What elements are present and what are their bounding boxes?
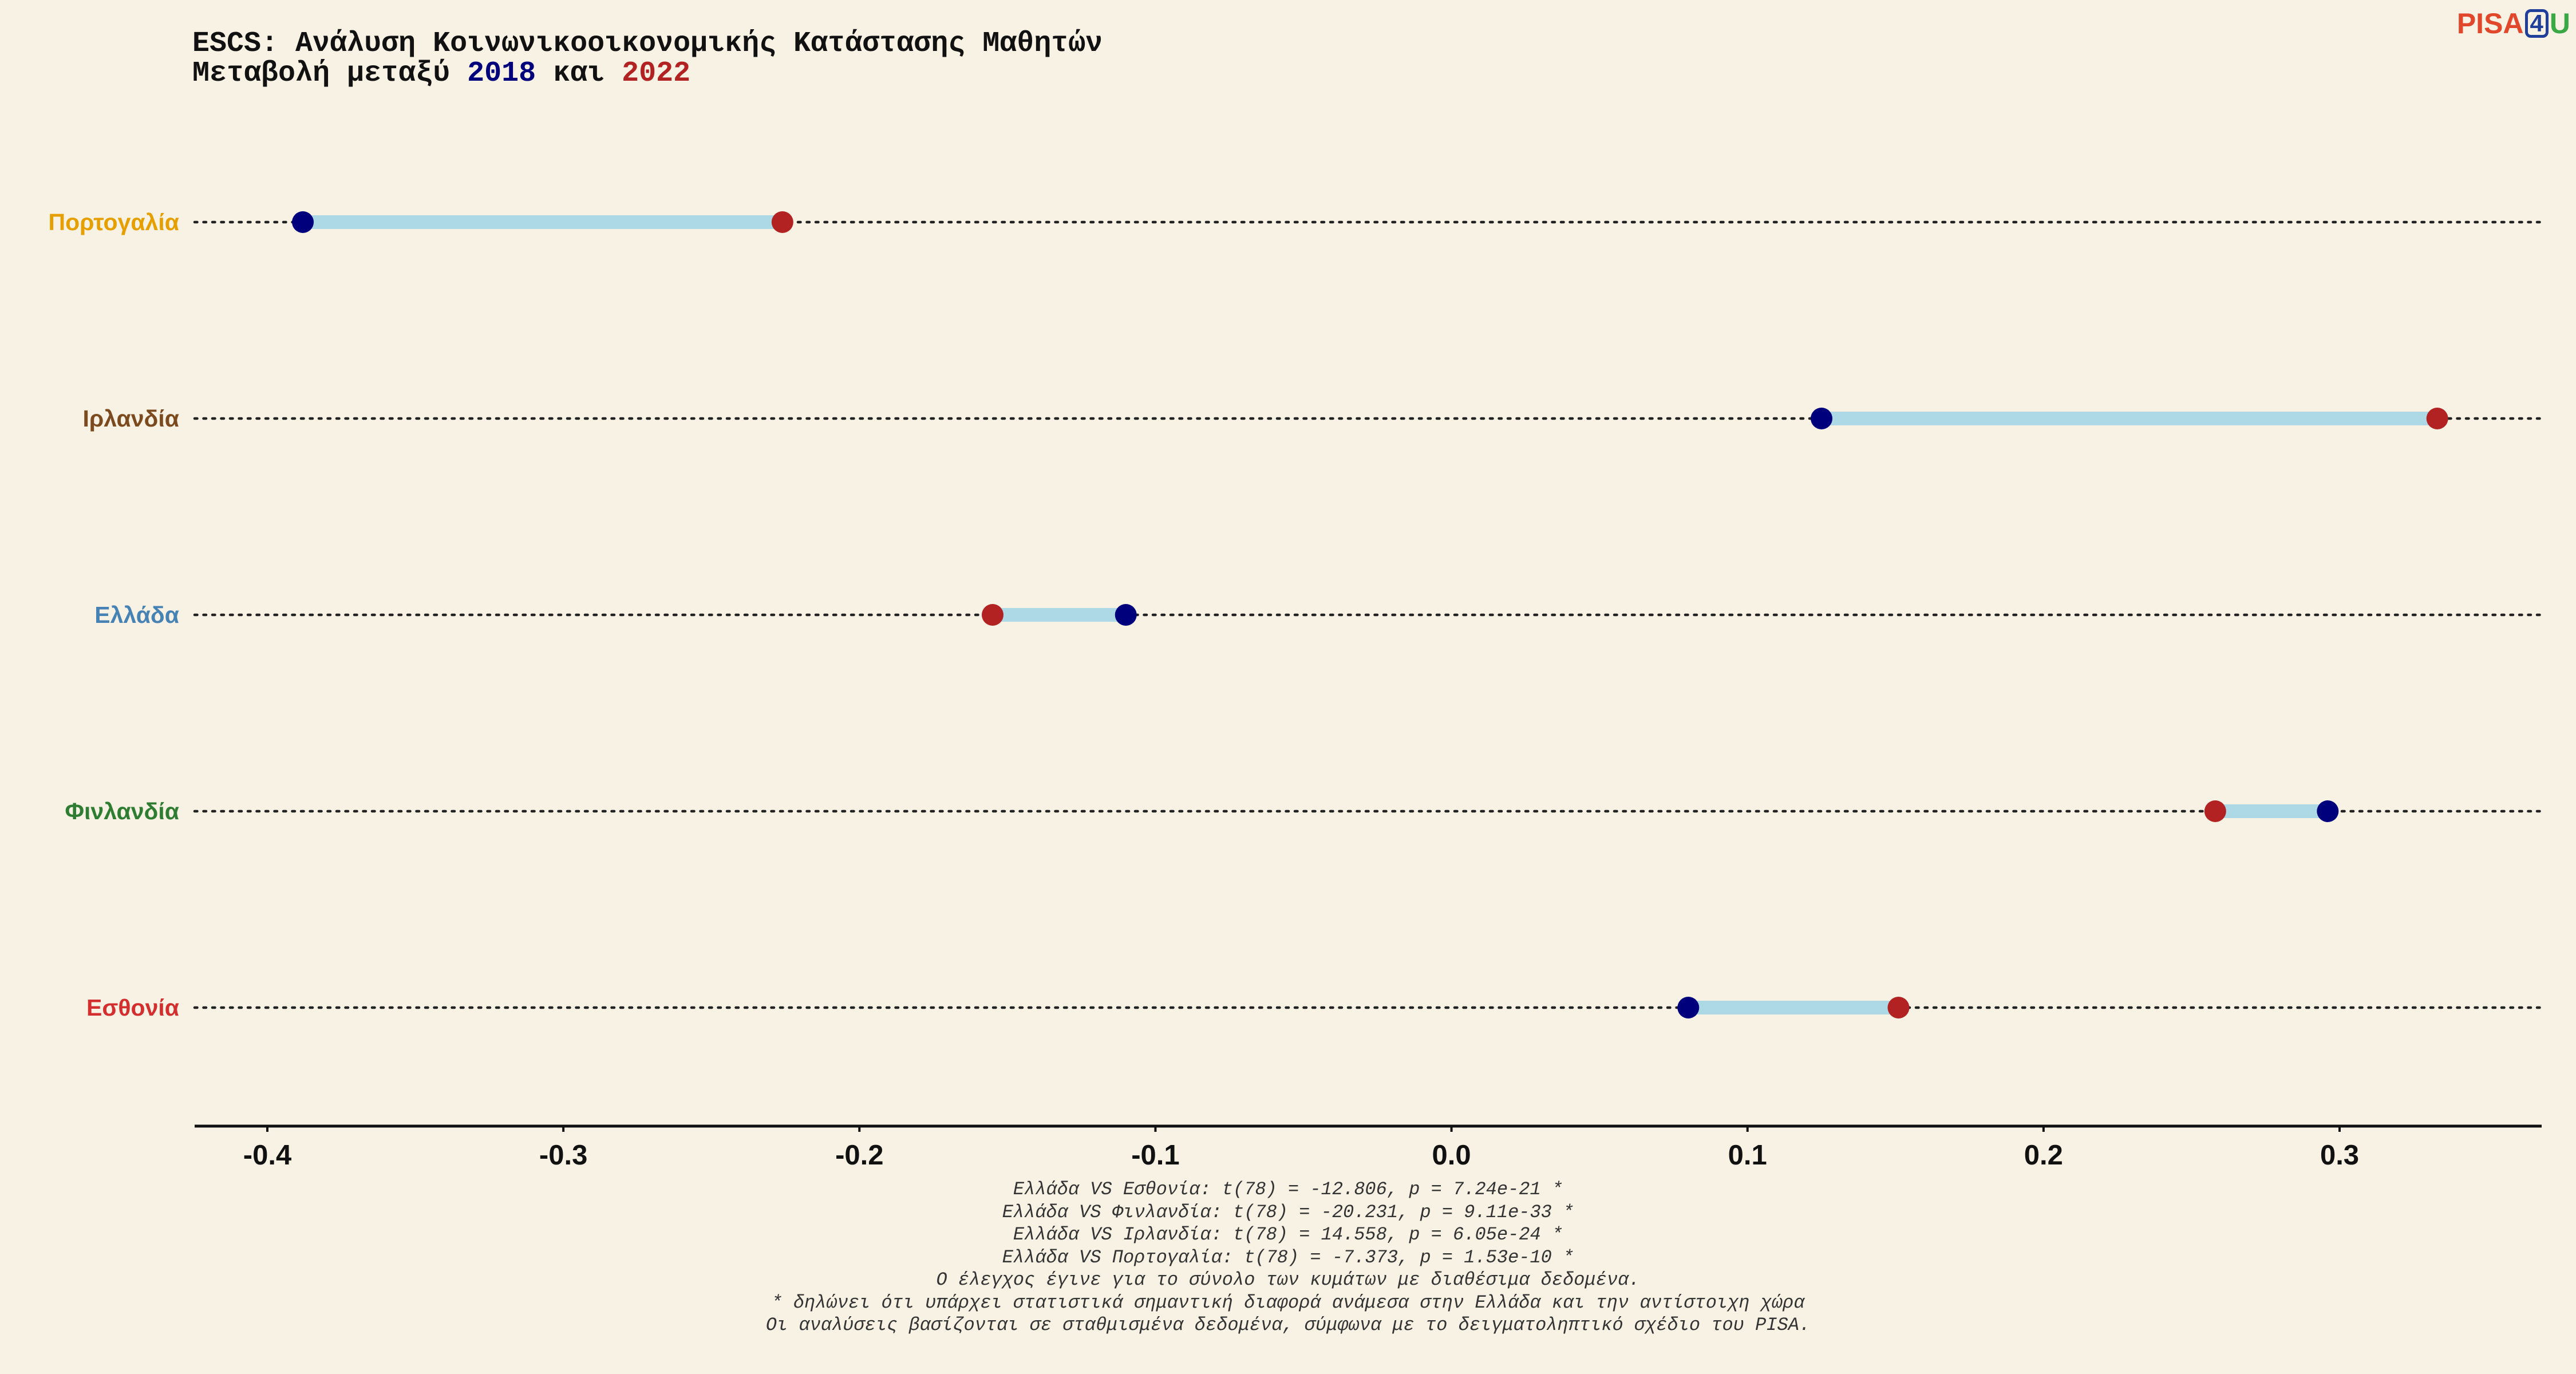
country-labels: Πορτογαλία Ιρλανδία Ελλάδα Φινλανδία Εσθονία [49, 209, 179, 1021]
point-2018 [1115, 604, 1137, 626]
x-tick-label: -0.3 [539, 1140, 587, 1171]
footnote-line: Οι αναλύσεις βασίζονται σε σταθμισμένα δ… [765, 1314, 1811, 1336]
x-tick-label: -0.2 [835, 1140, 883, 1171]
x-tick-label: 0.1 [1728, 1140, 1767, 1171]
subtitle-year-2022: 2022 [622, 57, 691, 90]
logo-text-4: 4 [2524, 9, 2549, 38]
subtitle-middle: και [536, 57, 622, 90]
footnote-line: Ελλάδα VS Φινλανδία: t(78) = -20.231, p … [1002, 1201, 1574, 1223]
country-label: Εσθονία [86, 994, 179, 1021]
data-points [292, 211, 2448, 1018]
point-2022 [1887, 997, 1910, 1018]
footnote-line: Ελλάδα VS Ιρλανδία: t(78) = 14.558, p = … [1013, 1224, 1563, 1245]
x-tick-label: -0.4 [243, 1140, 291, 1171]
point-2022 [982, 604, 1003, 626]
chart-title: ESCS: Ανάλυση Κοινωνικοοικονομικής Κατάσ… [192, 27, 1103, 60]
footnote-line: * δηλώνει ότι υπάρχει στατιστικά σημαντι… [771, 1292, 1805, 1313]
x-tick-label: 0.0 [1432, 1140, 1471, 1171]
x-axis: -0.4 -0.3 -0.2 -0.1 0.0 0.1 0.2 0.3 [195, 1124, 2542, 1171]
x-tick-label: 0.3 [2320, 1140, 2359, 1171]
point-2018 [1811, 408, 1832, 429]
point-2018 [292, 211, 314, 233]
country-label: Ελλάδα [94, 602, 179, 628]
point-2018 [2317, 800, 2339, 822]
x-tick-label: 0.2 [2024, 1140, 2063, 1171]
country-label: Ιρλανδία [82, 405, 179, 432]
footnote-line: Ελλάδα VS Πορτογαλία: t(78) = -7.373, p … [1002, 1246, 1574, 1268]
subtitle-year-2018: 2018 [467, 57, 536, 90]
point-2022 [771, 211, 793, 233]
row-guides [193, 220, 2543, 1009]
x-tick-label: -0.1 [1131, 1140, 1179, 1171]
country-label: Πορτογαλία [49, 209, 179, 235]
footnotes: Ελλάδα VS Εσθονία: t(78) = -12.806, p = … [0, 1178, 2576, 1337]
point-2018 [1677, 997, 1700, 1018]
point-2022 [2426, 408, 2448, 429]
pisa4u-logo: PISA 4 U [2457, 8, 2570, 39]
footnote-line: Ο έλεγχος έγινε για το σύνολο των κυμάτω… [936, 1269, 1640, 1290]
logo-text-u: U [2549, 7, 2570, 40]
subtitle-prefix: Μεταβολή μεταξύ [192, 57, 468, 90]
chart-subtitle: Μεταβολή μεταξύ 2018 και 2022 [192, 60, 690, 88]
logo-text-pisa: PISA [2456, 7, 2524, 40]
change-segments [303, 215, 2437, 1014]
country-label: Φινλανδία [65, 798, 179, 824]
footnote-line: Ελλάδα VS Εσθονία: t(78) = -12.806, p = … [1013, 1179, 1563, 1200]
point-2022 [2204, 800, 2226, 822]
